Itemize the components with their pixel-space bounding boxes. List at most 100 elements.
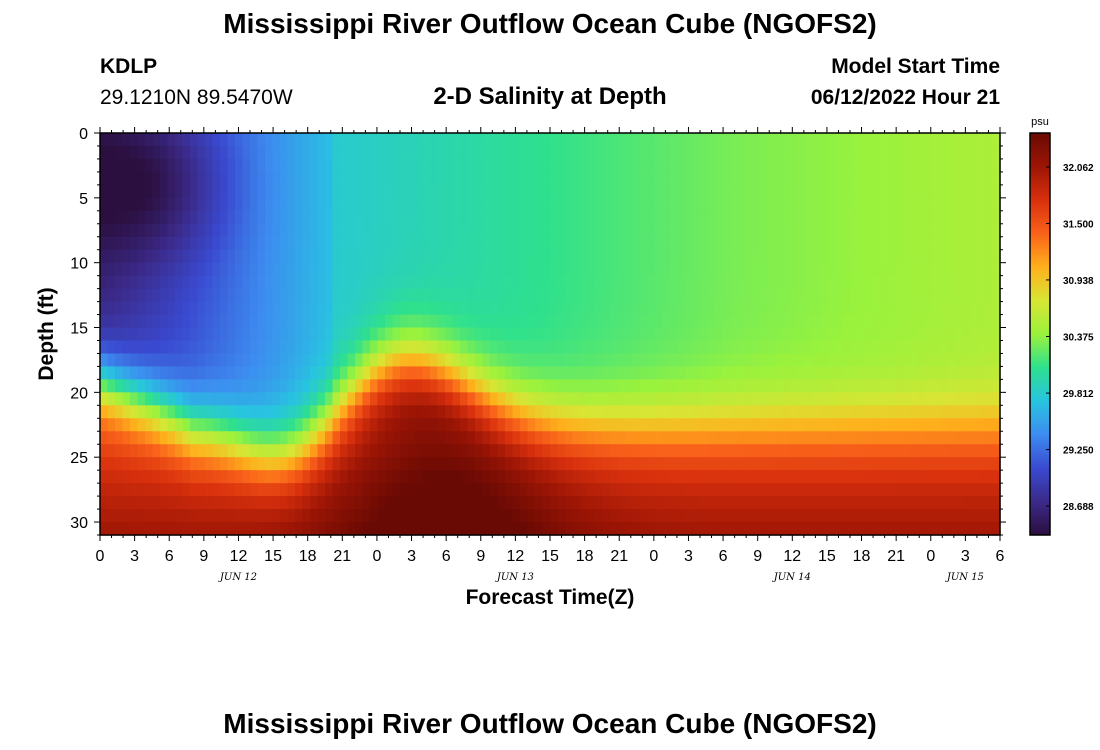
heatmap-cell xyxy=(122,236,131,251)
heatmap-cell xyxy=(205,444,214,458)
heatmap-cell xyxy=(947,366,956,380)
heatmap-cell xyxy=(362,223,371,238)
heatmap-cell xyxy=(707,158,716,173)
heatmap-cell xyxy=(512,262,521,277)
heatmap-cell xyxy=(400,444,409,458)
heatmap-cell xyxy=(880,496,889,510)
heatmap-cell xyxy=(865,158,874,173)
heatmap-cell xyxy=(677,262,686,277)
heatmap-cell xyxy=(370,314,379,329)
heatmap-cell xyxy=(887,353,896,368)
heatmap-cell xyxy=(797,210,806,225)
heatmap-cell xyxy=(722,133,731,147)
heatmap-cell xyxy=(917,223,926,238)
heatmap-cell xyxy=(280,418,289,432)
heatmap-cell xyxy=(107,522,116,536)
heatmap-cell xyxy=(520,275,529,290)
heatmap-cell xyxy=(287,444,296,458)
heatmap-cell xyxy=(512,133,521,147)
heatmap-cell xyxy=(512,379,521,393)
heatmap-cell xyxy=(587,470,596,484)
heatmap-cell xyxy=(910,379,919,393)
heatmap-cell xyxy=(767,327,776,342)
heatmap-cell xyxy=(685,145,694,160)
heatmap-cell xyxy=(430,353,439,368)
heatmap-cell xyxy=(722,158,731,173)
heatmap-cell xyxy=(415,522,424,536)
heatmap-cell xyxy=(302,340,311,355)
heatmap-cell xyxy=(182,340,191,355)
heatmap-cell xyxy=(872,210,881,225)
heatmap-cell xyxy=(752,509,761,523)
heatmap-cell xyxy=(617,210,626,225)
heatmap-cell xyxy=(895,236,904,251)
heatmap-cell xyxy=(805,483,814,497)
heatmap-cell xyxy=(670,275,679,290)
heatmap-cell xyxy=(917,431,926,445)
heatmap-cell xyxy=(317,197,326,212)
heatmap-cell xyxy=(347,522,356,536)
heatmap-cell xyxy=(205,340,214,355)
heatmap-cell xyxy=(632,314,641,329)
y-tick-label: 5 xyxy=(79,191,88,208)
heatmap-cell xyxy=(857,210,866,225)
heatmap-cell xyxy=(715,249,724,264)
salinity-heatmap-chart: 0 3 6 9 12 15 18 21 0 3 6 9 12 15 18 21 0 3 6 9 12 15 18 21 0 3 6J… xyxy=(35,116,1094,609)
heatmap-cell xyxy=(227,392,236,406)
heatmap-cell xyxy=(332,431,341,445)
heatmap-cell xyxy=(505,262,514,277)
heatmap-cell xyxy=(820,366,829,380)
heatmap-cell xyxy=(415,509,424,523)
heatmap-cell xyxy=(857,236,866,251)
heatmap-cell xyxy=(670,483,679,497)
heatmap-cell xyxy=(340,301,349,316)
heatmap-cell xyxy=(820,379,829,393)
heatmap-cell xyxy=(685,171,694,186)
heatmap-cell xyxy=(205,210,214,225)
heatmap-cell xyxy=(872,379,881,393)
heatmap-cell xyxy=(910,496,919,510)
heatmap-cell xyxy=(722,431,731,445)
heatmap-cell xyxy=(400,210,409,225)
heatmap-cell xyxy=(542,522,551,536)
heatmap-cell xyxy=(767,210,776,225)
heatmap-cell xyxy=(512,470,521,484)
heatmap-cell xyxy=(437,210,446,225)
heatmap-cell xyxy=(820,444,829,458)
heatmap-cell xyxy=(902,379,911,393)
heatmap-cell xyxy=(805,210,814,225)
heatmap-cell xyxy=(812,301,821,316)
heatmap-cell xyxy=(475,379,484,393)
heatmap-cell xyxy=(287,366,296,380)
heatmap-cell xyxy=(527,340,536,355)
heatmap-cell xyxy=(947,444,956,458)
heatmap-cell xyxy=(422,262,431,277)
heatmap-cell xyxy=(130,145,139,160)
heatmap-cell xyxy=(835,145,844,160)
heatmap-cell xyxy=(557,340,566,355)
heatmap-cell xyxy=(647,210,656,225)
heatmap-cell xyxy=(692,405,701,419)
heatmap-cell xyxy=(692,133,701,147)
heatmap-cell xyxy=(722,418,731,432)
heatmap-cell xyxy=(505,366,514,380)
heatmap-cell xyxy=(475,223,484,238)
heatmap-cell xyxy=(317,262,326,277)
heatmap-cell xyxy=(572,236,581,251)
heatmap-cell xyxy=(325,262,334,277)
heatmap-cell xyxy=(902,483,911,497)
heatmap-cell xyxy=(362,366,371,380)
heatmap-cell xyxy=(722,288,731,303)
heatmap-cell xyxy=(925,405,934,419)
heatmap-cell xyxy=(970,522,979,536)
heatmap-cell xyxy=(977,262,986,277)
heatmap-cell xyxy=(782,431,791,445)
heatmap-cell xyxy=(685,197,694,212)
heatmap-cell xyxy=(287,171,296,186)
heatmap-cell xyxy=(115,405,124,419)
heatmap-cell xyxy=(632,509,641,523)
heatmap-cell xyxy=(452,133,461,147)
heatmap-cell xyxy=(820,353,829,368)
heatmap-cell xyxy=(452,223,461,238)
heatmap-cell xyxy=(670,522,679,536)
